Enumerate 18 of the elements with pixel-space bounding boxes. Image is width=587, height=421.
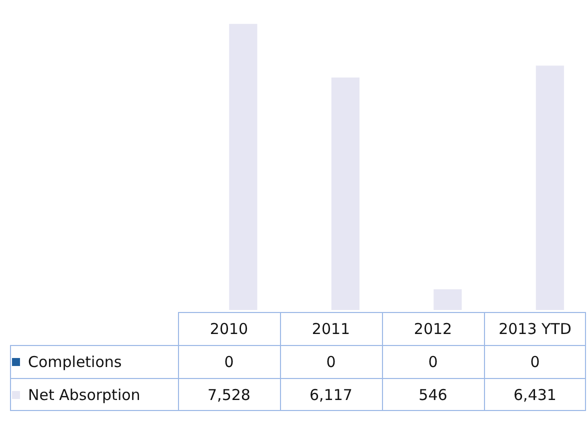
data-label: 546: [418, 384, 448, 406]
data-label: 0: [325, 352, 337, 372]
data-label: 7,528: [206, 384, 252, 406]
x-tick-label: 2010: [208, 318, 250, 340]
x-tick-label: 2013 YTD: [498, 318, 572, 340]
x-tick-label: 2012: [412, 318, 454, 340]
data-label: 6,117: [308, 384, 354, 406]
data-label: 0: [529, 352, 541, 372]
legend-label: Completions: [27, 352, 123, 372]
data-label: 6,431: [512, 384, 558, 406]
data-label: 0: [427, 352, 439, 372]
bar: [536, 66, 564, 310]
bar: [434, 289, 462, 310]
data-label: 0: [223, 352, 235, 372]
legend-label: Net Absorption: [27, 384, 142, 406]
bar: [229, 24, 258, 310]
x-tick-label: 2011: [310, 318, 352, 340]
bar: [331, 78, 360, 310]
